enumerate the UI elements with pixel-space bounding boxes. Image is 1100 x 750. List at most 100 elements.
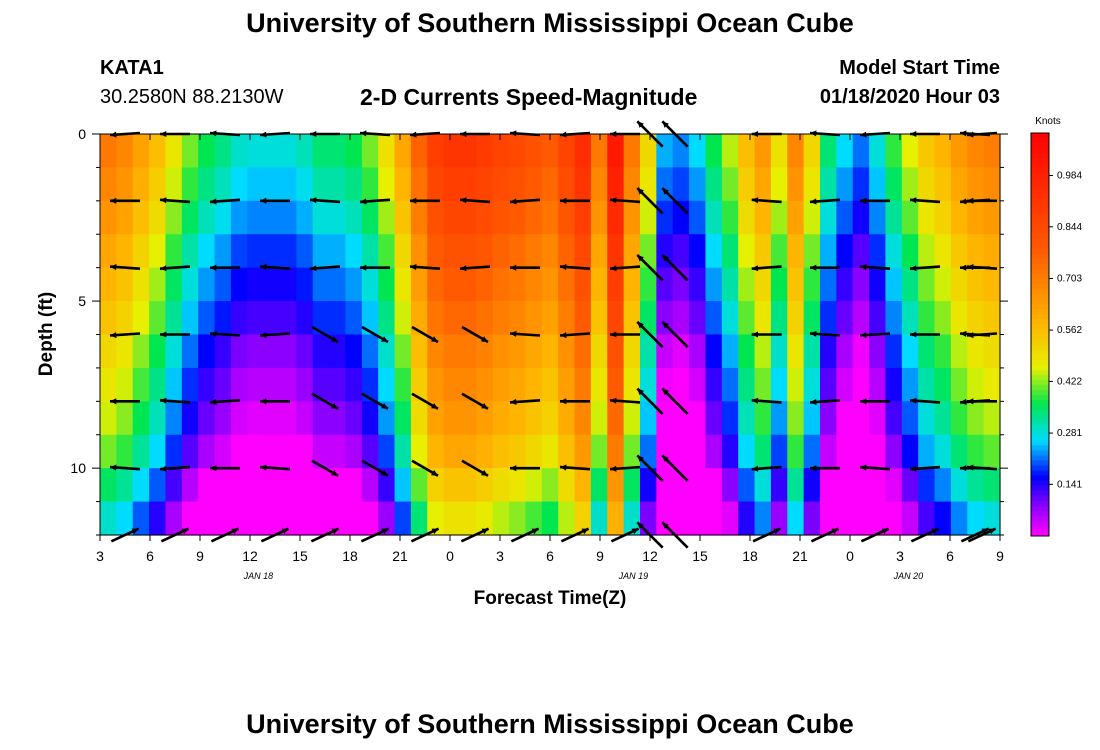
current-arrow-head <box>110 197 117 204</box>
heatmap-cell <box>263 301 281 336</box>
heatmap-cell <box>967 200 985 235</box>
heatmap-cell <box>738 434 756 469</box>
heatmap-cell <box>787 334 805 369</box>
current-arrow-head <box>231 528 239 535</box>
heatmap-cell <box>869 501 887 536</box>
current-arrow <box>751 465 782 472</box>
heatmap-cell <box>623 334 641 369</box>
heatmap-cell <box>296 267 314 302</box>
current-arrow-head <box>560 332 567 339</box>
heatmap-cell <box>787 200 805 235</box>
heatmap-cell <box>410 234 428 269</box>
heatmap-cell <box>918 501 936 536</box>
heatmap-cell <box>149 301 167 336</box>
heatmap-cell <box>460 367 477 402</box>
heatmap-cell <box>443 267 461 302</box>
heatmap-cell <box>312 401 330 436</box>
x-tick-label: 9 <box>196 548 204 564</box>
heatmap-cell <box>476 267 494 302</box>
heatmap-cell <box>770 334 788 369</box>
current-arrow-head <box>510 398 517 405</box>
current-arrow <box>411 392 439 410</box>
heatmap-cell <box>918 367 936 402</box>
current-arrow-head <box>260 332 267 339</box>
current-arrow-head <box>751 265 759 272</box>
heatmap-cell <box>558 134 576 169</box>
heatmap-cell <box>607 401 625 436</box>
current-arrow-head <box>610 397 617 404</box>
heatmap-cell <box>312 501 330 536</box>
heatmap-cell <box>918 334 936 369</box>
current-arrow-head <box>910 265 917 272</box>
heatmap-cell <box>607 367 625 402</box>
colorbar-step <box>1031 425 1049 431</box>
heatmap-cell <box>901 401 919 436</box>
heatmap-cell <box>705 501 723 536</box>
current-arrow <box>510 465 540 472</box>
current-arrow <box>110 398 140 405</box>
heatmap-cell <box>836 468 854 503</box>
heatmap-cell <box>361 134 379 169</box>
current-arrow <box>809 330 841 337</box>
heatmap-cell <box>263 434 281 469</box>
heatmap-cell <box>378 367 396 402</box>
current-arrow <box>309 197 341 204</box>
x-tick-label: 0 <box>446 548 454 564</box>
heatmap-cell <box>656 200 674 235</box>
heatmap-cell <box>378 234 396 269</box>
current-arrow <box>509 198 541 205</box>
heatmap-cell <box>280 401 297 436</box>
heatmap-cell <box>230 267 248 302</box>
heatmap-cell <box>934 267 952 302</box>
current-arrow-head <box>260 131 267 138</box>
colorbar-step <box>1031 435 1049 441</box>
heatmap-cell <box>132 267 150 302</box>
heatmap-cell <box>525 367 543 402</box>
heatmap-cell <box>770 301 788 336</box>
colorbar-step <box>1031 334 1049 341</box>
current-arrow-head <box>960 330 967 337</box>
heatmap-cell <box>427 134 445 169</box>
heatmap-cell <box>361 334 379 369</box>
heatmap-cell <box>165 501 183 536</box>
heatmap-cell <box>198 434 216 469</box>
current-arrow <box>109 332 141 339</box>
current-arrow <box>359 198 391 205</box>
heatmap-cell <box>983 301 1001 336</box>
heatmap-cell <box>492 334 510 369</box>
heatmap-cell <box>836 234 854 269</box>
current-arrow <box>636 320 664 349</box>
heatmap-cell <box>672 468 690 503</box>
heatmap-cell <box>689 501 707 536</box>
heatmap-cell <box>770 468 788 503</box>
current-arrow <box>110 197 140 204</box>
heatmap-cell <box>983 234 1001 269</box>
heatmap-cell <box>181 267 199 302</box>
colorbar-step <box>1031 138 1049 144</box>
colorbar-step <box>1031 153 1049 159</box>
heatmap-cell <box>869 167 887 202</box>
current-arrow-head <box>110 464 117 471</box>
colorbar-step <box>1031 420 1049 426</box>
heatmap-cell <box>361 267 379 302</box>
heatmap-cell <box>983 468 1001 503</box>
heatmap-cell <box>558 301 576 336</box>
heatmap-cell <box>230 468 248 503</box>
x-tick-label: 6 <box>946 548 954 564</box>
heatmap-cell <box>509 367 527 402</box>
heatmap-cell <box>656 468 674 503</box>
heatmap-cell <box>181 501 199 536</box>
heatmap-cell <box>263 267 281 302</box>
current-arrow-head <box>381 528 389 535</box>
heatmap-cell <box>198 401 216 436</box>
heatmap-cell <box>672 134 690 169</box>
colorbar-step <box>1031 228 1049 235</box>
colorbar-step <box>1031 410 1049 416</box>
heatmap-cell <box>869 367 887 402</box>
current-arrow-head <box>331 469 338 476</box>
heatmap-cell <box>574 301 592 336</box>
current-arrow <box>461 325 489 344</box>
heatmap-cell <box>492 501 510 536</box>
heatmap-cell <box>443 200 461 235</box>
colorbar-step <box>1031 213 1049 220</box>
